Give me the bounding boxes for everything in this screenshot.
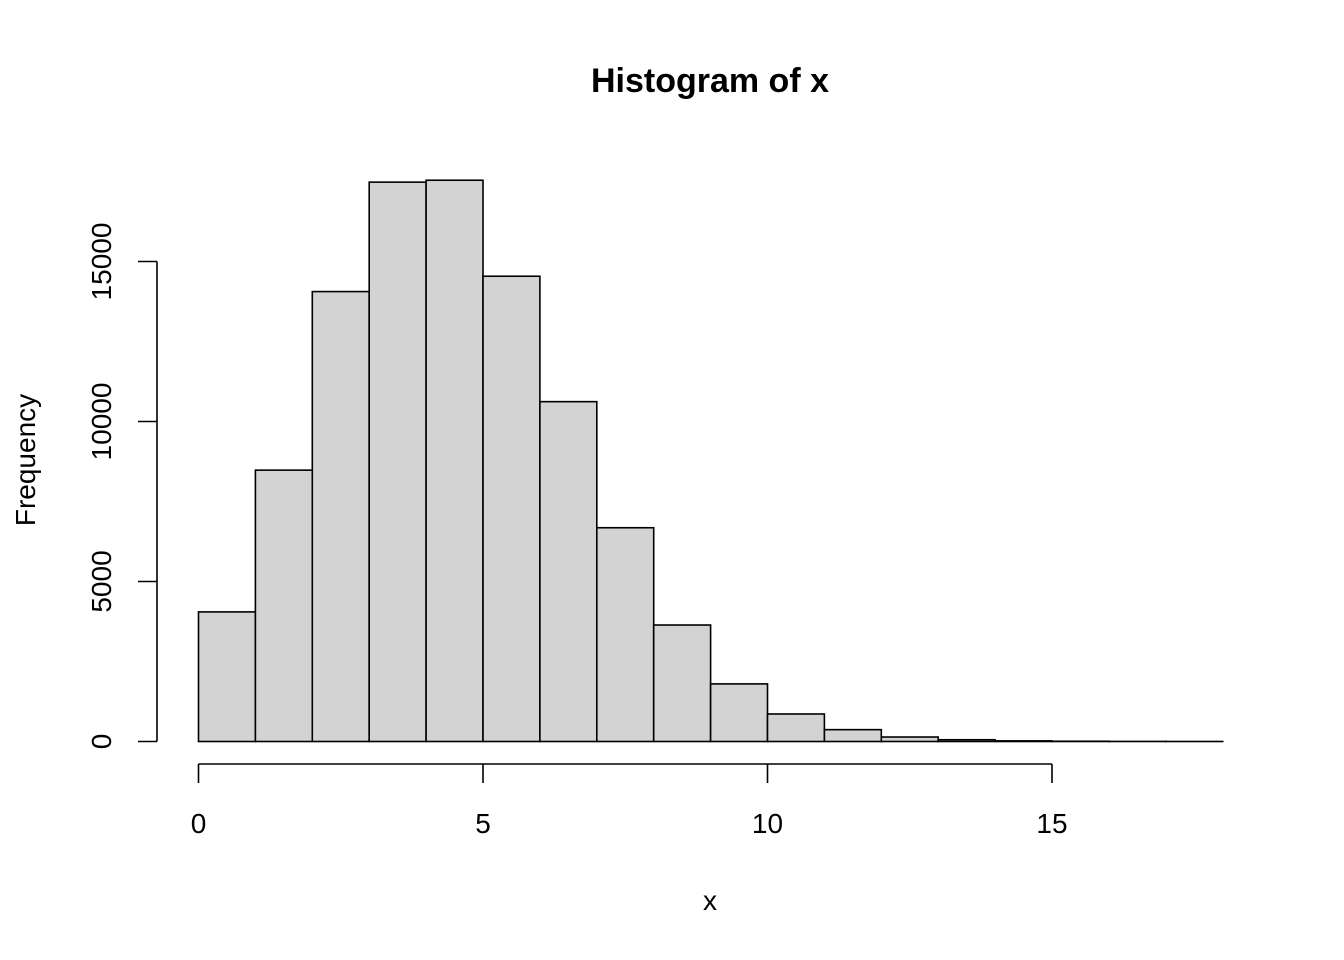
x-tick-label-1: 5 (475, 808, 491, 839)
x-tick-label-2: 10 (752, 808, 783, 839)
histogram-bar-1 (254, 469, 314, 743)
y-axis-label: Frequency (10, 394, 41, 526)
histogram-bar-13 (937, 738, 996, 743)
histogram-bar-9 (709, 683, 769, 743)
chart-title: Histogram of x (591, 62, 829, 100)
histogram-bar-0 (197, 611, 257, 743)
histogram-bar-5 (482, 275, 541, 743)
histogram-bar-6 (539, 400, 598, 743)
histogram-bar-7 (595, 526, 655, 743)
x-ticks-group: 0 5 10 15 (191, 764, 1068, 839)
histogram-bar-14 (994, 740, 1053, 743)
histogram-bar-2 (311, 290, 370, 743)
histogram-bar-3 (368, 181, 427, 743)
y-ticks-group: 0 5000 10000 15000 (86, 223, 157, 750)
histogram-bar-10 (766, 713, 826, 743)
histogram-bar-8 (652, 624, 712, 743)
y-tick-label-0: 0 (86, 734, 117, 750)
x-axis-label: x (703, 885, 717, 916)
histogram-bar-4 (425, 179, 484, 743)
histogram-bar-12 (880, 736, 939, 743)
y-tick-label-2: 10000 (86, 383, 117, 461)
histogram-bar-11 (823, 728, 883, 743)
y-tick-label-1: 5000 (86, 550, 117, 612)
x-tick-label-3: 15 (1036, 808, 1067, 839)
y-tick-label-3: 15000 (86, 223, 117, 301)
x-tick-label-0: 0 (191, 808, 207, 839)
bars-group (197, 179, 1224, 743)
